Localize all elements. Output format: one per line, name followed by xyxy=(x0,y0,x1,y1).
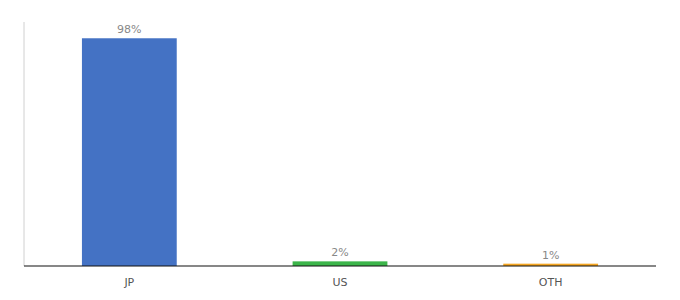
x-tick-label: US xyxy=(332,276,347,289)
x-tick-label: OTH xyxy=(539,276,563,289)
chart-container: 98% 2% 1% JP US OTH xyxy=(0,0,680,300)
bars xyxy=(82,38,598,266)
data-label: 98% xyxy=(117,23,141,36)
x-axis-line xyxy=(24,265,656,266)
data-label: 1% xyxy=(542,249,559,262)
x-tick-label: JP xyxy=(123,276,134,289)
bar xyxy=(293,261,388,266)
bar xyxy=(82,38,177,266)
y-axis-line xyxy=(24,22,25,266)
data-label: 2% xyxy=(331,246,348,259)
chart: 98% 2% 1% JP US OTH xyxy=(0,0,680,300)
